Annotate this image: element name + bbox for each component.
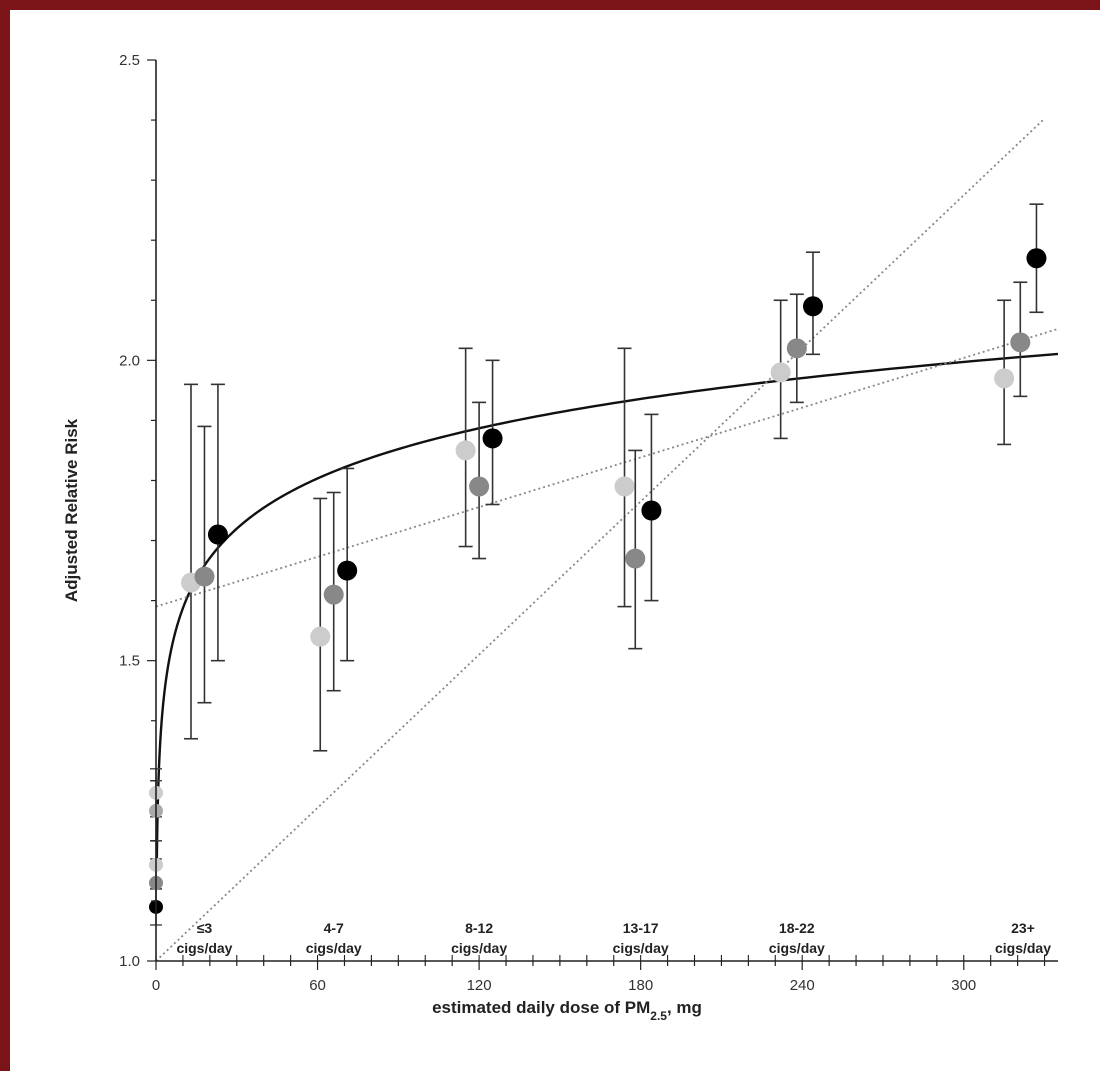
data-points: [149, 248, 1047, 914]
point-s1-5: [1010, 332, 1031, 353]
group-label-line2-0: cigs/day: [176, 940, 232, 956]
group-label-line1-1: 4-7: [324, 920, 344, 936]
point-s2-2: [482, 428, 503, 449]
x-tick-label: 120: [467, 977, 492, 994]
point-s0-4: [770, 362, 791, 383]
point-s2-3: [641, 500, 662, 521]
point-s0-2: [455, 440, 476, 461]
error-bars: [150, 203, 1044, 926]
dose-response-chart: 1.0 1.5 2.0 2.5 0 60 120 180 240 300 ≤3 cigs/day 4-…: [62, 52, 1059, 1023]
axes: 1.0 1.5 2.0 2.5 0 60 120 180 240 300: [119, 52, 1058, 994]
point-s2-5: [1026, 248, 1047, 269]
point-s1-3: [625, 548, 646, 569]
point-s2-1: [337, 560, 358, 581]
point-s0-1: [310, 626, 331, 647]
figure-panel: 1.0 1.5 2.0 2.5 0 60 120 180 240 300 ≤3 cigs/day 4-…: [10, 10, 1100, 1071]
y-tick-label: 1.5: [119, 653, 140, 670]
x-tick-label: 240: [790, 977, 815, 994]
y-tick-label: 2.0: [119, 352, 140, 369]
x-tick-label: 0: [152, 977, 160, 994]
x-tick-label: 300: [951, 977, 976, 994]
x-axis-title-suffix: , mg: [667, 998, 702, 1017]
x-tick-label: 180: [628, 977, 653, 994]
group-label-line1-4: 18-22: [779, 920, 815, 936]
group-label-line1-5: 23+: [1011, 920, 1035, 936]
point-s1-2: [469, 476, 490, 497]
group-label-line2-3: cigs/day: [613, 940, 669, 956]
point-s2-0: [207, 524, 228, 545]
x-tick-label: 60: [309, 977, 326, 994]
point-s1-4: [786, 338, 807, 359]
point-s2-4: [802, 296, 823, 317]
x-axis-title: estimated daily dose of PM2.5, mg: [432, 998, 702, 1023]
y-tick-label: 1.0: [119, 953, 140, 970]
group-label-line2-5: cigs/day: [995, 940, 1051, 956]
point-s0-3: [614, 476, 635, 497]
group-label-line2-1: cigs/day: [306, 940, 362, 956]
group-label-line2-2: cigs/day: [451, 940, 507, 956]
group-label-line1-2: 8-12: [465, 920, 493, 936]
group-label-line1-0: ≤3: [197, 920, 213, 936]
group-label-line2-4: cigs/day: [769, 940, 825, 956]
point-s1-1: [323, 584, 344, 605]
fit-line-linear-2: [155, 117, 1046, 962]
y-axis-title: Adjusted Relative Risk: [62, 418, 81, 602]
group-labels: ≤3 cigs/day 4-7 cigs/day 8-12 cigs/day 13-17 ci…: [176, 920, 1051, 956]
point-s0-5: [994, 368, 1015, 389]
y-tick-label: 2.5: [119, 52, 140, 69]
point-s1-0: [194, 566, 215, 587]
group-label-line1-3: 13-17: [623, 920, 659, 936]
fit-line-log-0: [155, 352, 1059, 862]
fit-line-linear-1: [155, 328, 1059, 608]
x-axis-title-subscript: 2.5: [650, 1009, 667, 1023]
fit-lines: [155, 117, 1059, 962]
x-axis-title-main: estimated daily dose of PM: [432, 998, 650, 1017]
